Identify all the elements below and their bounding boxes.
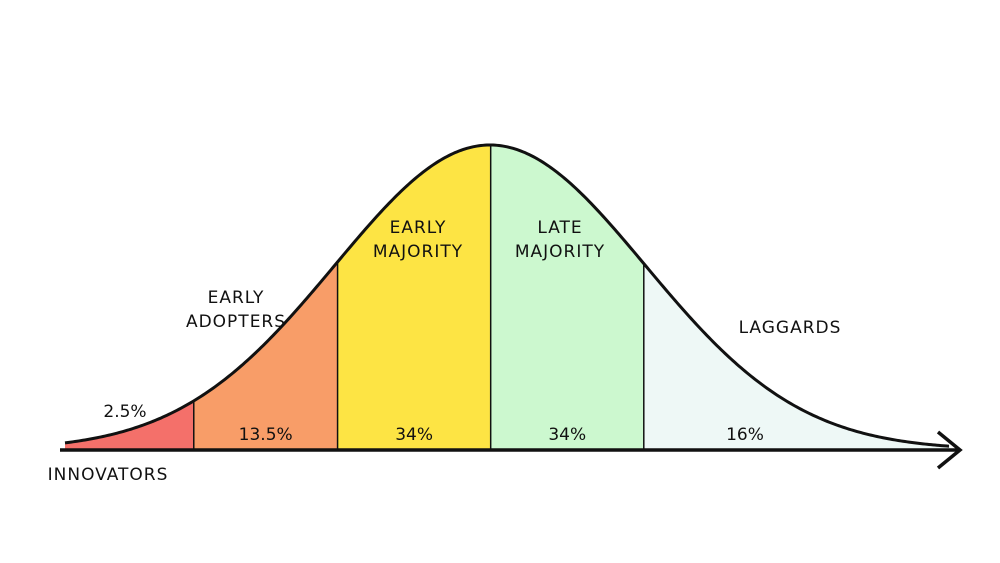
segment-name: LAGGARDS — [738, 318, 842, 338]
segment — [337, 145, 491, 451]
percent-label: 34% — [548, 425, 587, 445]
segment — [490, 145, 644, 450]
segment-name: EARLY MAJORITY — [372, 218, 464, 262]
percent-label: 2.5% — [103, 402, 147, 422]
percent-label: 34% — [395, 425, 434, 445]
segment-name: INNOVATORS — [47, 465, 169, 485]
bell-curve — [64, 143, 950, 448]
segment — [643, 263, 950, 450]
segment-name: EARLY ADOPTERS — [185, 288, 287, 332]
segment — [193, 261, 338, 450]
percent-label: 16% — [726, 425, 764, 445]
percent-label: 13.5% — [238, 425, 293, 445]
segment-name: LATE MAJORITY — [514, 218, 606, 262]
arrow-head — [936, 430, 963, 470]
